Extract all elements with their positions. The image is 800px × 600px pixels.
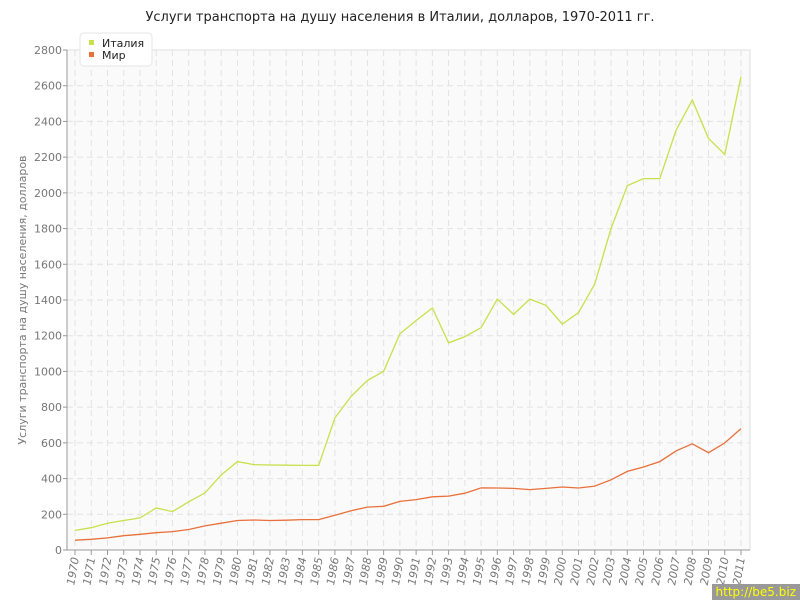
x-tick-label: 1973	[113, 556, 131, 586]
x-tick-label: 1970	[64, 556, 82, 586]
y-tick-label: 800	[41, 401, 62, 414]
x-tick-label: 1996	[487, 556, 505, 586]
x-tick-label: 1984	[292, 556, 310, 586]
x-tick-label: 1985	[308, 556, 326, 586]
legend-label: Италия	[102, 37, 144, 50]
y-tick-label: 600	[41, 437, 62, 450]
y-tick-label: 1000	[34, 365, 62, 378]
watermark[interactable]: http://be5.biz	[711, 584, 800, 600]
x-tick-label: 1989	[373, 556, 391, 586]
x-tick-label: 1983	[275, 556, 293, 586]
x-tick-label: 2003	[600, 556, 618, 586]
x-tick-label: 1988	[357, 556, 375, 586]
y-tick-label: 2600	[34, 80, 62, 93]
y-tick-label: 200	[41, 508, 62, 521]
y-tick-label: 2000	[34, 187, 62, 200]
x-tick-label: 2008	[682, 556, 700, 586]
x-tick-label: 2007	[665, 556, 683, 586]
y-tick-label: 0	[55, 544, 62, 557]
y-tick-label: 1200	[34, 330, 62, 343]
x-tick-label: 1977	[178, 556, 196, 586]
legend-marker	[89, 40, 94, 45]
x-tick-label: 1995	[470, 556, 488, 586]
x-tick-label: 1982	[259, 556, 277, 586]
x-tick-label: 1990	[389, 556, 407, 586]
legend-box	[79, 32, 153, 67]
x-tick-label: 1979	[210, 556, 228, 586]
x-tick-label: 1991	[405, 556, 423, 586]
legend-label: Мир	[102, 49, 126, 62]
legend-marker	[89, 52, 94, 57]
y-tick-label: 400	[41, 473, 62, 486]
x-tick-label: 1976	[162, 556, 180, 586]
y-axis-label: Услуги транспорта на душу населения, дол…	[16, 155, 29, 444]
y-tick-label: 2200	[34, 151, 62, 164]
y-tick-label: 2800	[34, 44, 62, 57]
x-tick-label: 2000	[552, 556, 570, 586]
x-tick-label: 2004	[617, 556, 635, 586]
x-tick-label: 1994	[454, 556, 472, 586]
x-tick-label: 1999	[535, 556, 553, 586]
x-tick-label: 2011	[730, 556, 748, 586]
x-tick-label: 1992	[422, 556, 440, 586]
x-tick-label: 2001	[568, 556, 586, 586]
x-tick-label: 1971	[81, 556, 99, 586]
x-tick-label: 2009	[698, 556, 716, 586]
y-tick-label: 2400	[34, 115, 62, 128]
series-line-italy	[74, 76, 742, 532]
chart-title: Услуги транспорта на душу населения в Ит…	[145, 10, 655, 25]
x-tick-label: 2006	[649, 556, 667, 586]
x-tick-label: 1993	[438, 556, 456, 586]
x-tick-label: 1974	[129, 556, 147, 586]
x-tick-label: 1997	[503, 556, 521, 586]
x-tick-label: 1981	[243, 556, 261, 586]
y-tick-label: 1400	[34, 294, 62, 307]
x-tick-label: 1980	[227, 556, 245, 586]
series-line-world	[74, 428, 742, 541]
x-tick-label: 1972	[97, 556, 115, 586]
x-tick-label: 1986	[324, 556, 342, 586]
x-tick-label: 1975	[146, 556, 164, 586]
x-tick-label: 2002	[584, 556, 602, 586]
y-tick-label: 1600	[34, 258, 62, 271]
y-tick-label: 1800	[34, 223, 62, 236]
x-tick-label: 2005	[633, 556, 651, 586]
x-tick-label: 1998	[519, 556, 537, 586]
x-tick-label: 1978	[194, 556, 212, 586]
x-tick-label: 2010	[714, 556, 732, 586]
x-tick-label: 1987	[340, 556, 358, 586]
